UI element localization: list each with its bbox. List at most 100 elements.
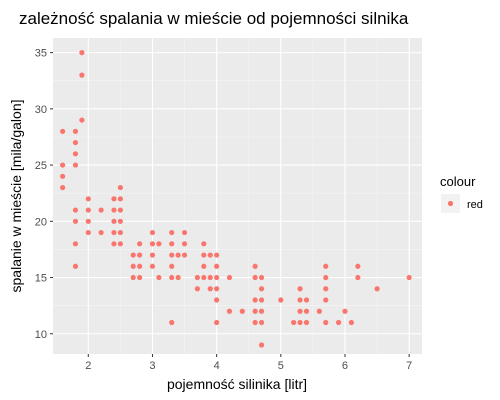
data-point	[194, 274, 200, 281]
data-point	[60, 128, 66, 134]
data-point	[137, 241, 143, 247]
data-point	[79, 50, 85, 56]
data-point	[214, 263, 220, 269]
data-point	[252, 274, 258, 281]
data-point	[316, 308, 322, 314]
data-point	[214, 297, 220, 303]
data-point	[111, 218, 117, 224]
data-point	[111, 207, 117, 213]
y-axis-title: spalanie w mieście [mila/galon]	[8, 100, 24, 293]
data-point	[303, 308, 310, 314]
data-point	[98, 207, 104, 213]
data-point	[72, 128, 79, 134]
data-point	[323, 263, 329, 269]
data-point	[79, 72, 85, 78]
data-point	[85, 196, 91, 202]
data-point	[342, 308, 348, 314]
data-point	[117, 196, 123, 202]
data-point	[175, 274, 181, 281]
data-point	[130, 274, 136, 281]
data-point	[258, 319, 265, 326]
data-point	[214, 286, 220, 292]
data-point	[169, 229, 175, 236]
data-point	[169, 252, 175, 258]
data-point	[297, 308, 303, 314]
x-tick-label: 4	[214, 360, 220, 372]
data-point	[201, 274, 207, 281]
data-point	[137, 274, 143, 281]
y-tick-label: 20	[35, 216, 47, 228]
data-point	[201, 263, 207, 269]
data-point	[201, 241, 207, 247]
data-point	[117, 184, 123, 191]
data-point	[291, 319, 297, 326]
data-point	[335, 319, 342, 326]
x-tick-label: 6	[342, 360, 348, 372]
plot-panel	[53, 38, 422, 354]
data-point	[207, 274, 213, 281]
data-point	[117, 207, 123, 213]
x-tick-label: 3	[149, 360, 155, 372]
data-point	[303, 319, 310, 326]
data-point	[355, 274, 361, 281]
data-point	[117, 218, 123, 224]
y-axis-ticks: 10 15 20 25 30 35	[35, 48, 53, 341]
data-point	[156, 241, 162, 247]
data-point	[252, 308, 258, 314]
data-point	[137, 252, 143, 258]
data-point	[226, 274, 233, 281]
data-point	[348, 319, 355, 326]
data-point	[258, 342, 265, 348]
data-point	[72, 241, 79, 247]
data-point	[194, 286, 200, 292]
data-point	[278, 297, 284, 303]
data-point	[72, 139, 79, 146]
data-point	[181, 252, 188, 258]
data-point	[323, 274, 329, 281]
data-point	[252, 263, 258, 269]
data-point	[111, 241, 117, 247]
data-point	[72, 151, 79, 157]
data-point	[85, 207, 91, 213]
data-point	[85, 218, 91, 224]
data-point	[252, 319, 258, 326]
data-point	[207, 286, 213, 292]
legend-label-red: red	[467, 199, 483, 211]
data-point	[214, 274, 220, 281]
data-point	[258, 286, 265, 292]
data-point	[258, 308, 265, 314]
data-point	[60, 184, 66, 191]
data-point	[258, 274, 265, 281]
data-point	[169, 274, 175, 281]
data-point	[181, 241, 188, 247]
data-point	[72, 207, 79, 213]
legend-title: colour	[440, 174, 476, 189]
data-point	[149, 241, 156, 247]
data-point	[355, 263, 361, 269]
data-point	[111, 229, 117, 236]
data-point	[323, 319, 329, 326]
data-point	[98, 229, 104, 236]
y-tick-label: 25	[35, 160, 47, 172]
data-point	[297, 286, 303, 292]
data-point	[297, 297, 303, 303]
data-point	[406, 274, 412, 281]
x-axis-title: pojemność silinika [litr]	[167, 376, 307, 392]
y-tick-label: 35	[35, 48, 47, 60]
data-point	[117, 229, 123, 236]
data-point	[156, 274, 162, 281]
data-point	[169, 241, 175, 247]
data-point	[130, 252, 136, 258]
y-tick-label: 10	[35, 329, 47, 341]
data-point	[169, 319, 175, 326]
data-point	[72, 162, 79, 168]
data-point	[149, 252, 156, 258]
y-tick-label: 15	[35, 273, 47, 285]
data-point	[323, 286, 329, 292]
data-point	[169, 263, 175, 269]
data-point	[72, 263, 79, 269]
data-point	[117, 241, 123, 247]
x-axis-ticks: 2 3 4 5 6 7	[85, 354, 412, 372]
data-point	[226, 308, 233, 314]
